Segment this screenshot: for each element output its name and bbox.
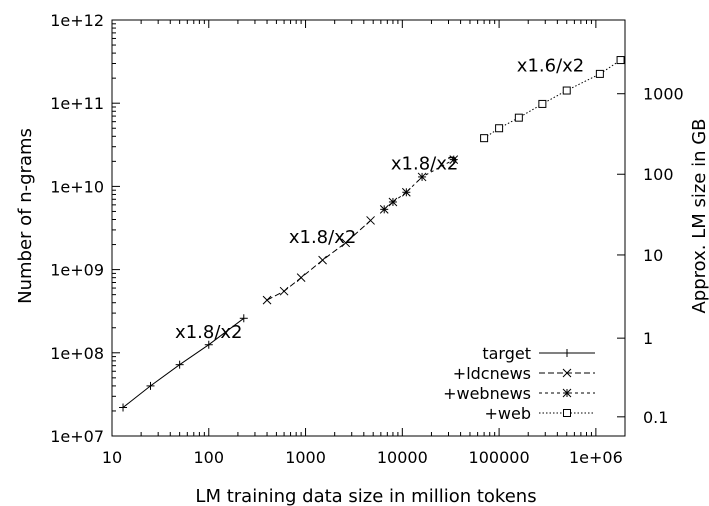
plot-frame [111, 19, 626, 437]
annotations-layer: x1.8/x2 x1.8/x2 x1.8/x2 x1.6/x2 [175, 56, 584, 344]
growth-annotation: x1.8/x2 [391, 153, 458, 174]
y2-axis-label: Approx. LM size in GB [689, 118, 709, 313]
marker-square [562, 86, 571, 95]
y2-tick-label: 1000 [643, 85, 684, 104]
growth-annotation: x1.6/x2 [517, 56, 584, 77]
x-tick-label: 100 [194, 448, 225, 467]
y2-tick-label: 0.1 [643, 408, 668, 427]
marker-x-b [562, 368, 572, 378]
marker-star-b [401, 187, 411, 197]
marker-star-b [417, 172, 427, 182]
marker-square [563, 409, 571, 417]
y2-tick-label: 100 [643, 165, 674, 184]
marker-square [514, 113, 523, 122]
marker-star-b [562, 388, 572, 398]
marker-square [616, 56, 625, 65]
marker-star-b [388, 197, 398, 207]
y-axis-label: Number of n-grams [15, 128, 36, 304]
y-tick-label: 1e+11 [50, 94, 104, 113]
marker-x-b [318, 255, 327, 265]
marker-square [480, 134, 489, 143]
marker-x-b [262, 295, 272, 305]
x-tick-label: 100000 [469, 448, 530, 467]
marker-x-b [279, 286, 289, 296]
legend-label: +ldcnews [453, 364, 531, 383]
y2-tick-label: 1 [643, 329, 653, 348]
y-tick-label: 1e+08 [50, 344, 104, 363]
x-tick-label: 10000 [377, 448, 428, 467]
y-tick-label: 1e+12 [50, 11, 104, 30]
y2-tick-label: 10 [643, 246, 663, 265]
marker-x-b [366, 216, 375, 225]
marker-square [595, 69, 604, 78]
growth-annotation: x1.8/x2 [289, 227, 356, 248]
legend-label: target [482, 344, 531, 363]
series-web [480, 56, 625, 143]
legend-label: +webnews [443, 384, 531, 403]
x-axis-label: LM training data size in million tokens [195, 486, 536, 506]
marker-square [538, 99, 547, 108]
series-layer [119, 56, 625, 412]
legend-label: +web [485, 404, 532, 423]
marker-square [495, 124, 504, 133]
series-webnews [379, 155, 459, 214]
legend: target+ldcnews+webnews+web [443, 344, 595, 423]
axes: 10 100 1000 10000 100000 1e+06 1e+07 1e+08 1e+09… [50, 11, 684, 467]
series-target [119, 314, 248, 412]
series-ldcnews [262, 216, 375, 305]
y-tick-label: 1e+09 [50, 261, 104, 280]
y-tick-label: 1e+07 [50, 427, 104, 446]
marker-x-b [341, 238, 351, 248]
marker-star-b [379, 204, 389, 214]
growth-annotation: x1.8/x2 [175, 322, 242, 343]
marker-x-b [296, 273, 306, 283]
x-tick-label: 10 [102, 448, 122, 467]
marker-star-b [449, 155, 459, 164]
x-tick-label: 1000 [285, 448, 326, 467]
x-tick-label: 1e+06 [569, 448, 623, 467]
y-tick-label: 1e+10 [50, 177, 104, 196]
